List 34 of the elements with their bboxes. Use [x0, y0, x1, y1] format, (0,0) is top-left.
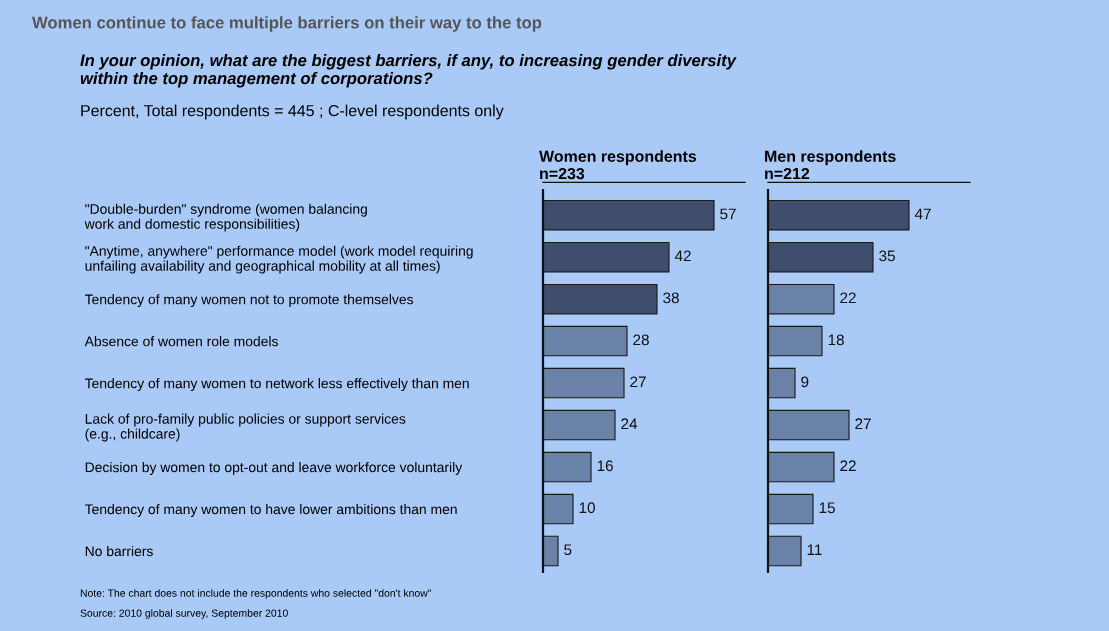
y-tick-label: "Double-burden" syndrome (women balancing work and domestic responsibilities) — [84, 203, 367, 232]
y-tick-label: Tendency of many women not to promote themselves — [84, 294, 414, 308]
text: In your opinion, what are the biggest barriers, if any, to increasing gender diversity within the top management of corporations? — [80, 54, 737, 88]
data-label: 57 — [720, 208, 736, 220]
data-label: 18 — [828, 334, 844, 346]
data-label: 9 — [801, 376, 809, 388]
data-label: 28 — [633, 334, 649, 346]
data-label: 22 — [840, 460, 856, 472]
y-tick-label: Tendency of many women to have lower ambitions than men — [84, 504, 457, 517]
x-axis-title: Women respondents n=233 — [539, 150, 697, 180]
data-label: 11 — [807, 544, 822, 555]
source-note: Source: 2010 global survey, September 2010 — [80, 609, 288, 619]
y-tick-label: No barriers — [85, 545, 153, 557]
text: Percent, Total respondents = 445 ; C-level respondents only — [81, 104, 504, 120]
data-label: 15 — [819, 502, 835, 514]
text: Note: The chart does not include the respondents who selected "don't know" — [80, 589, 431, 599]
y-tick-label: "Anytime, anywhere" performance model (work model requiring unfailing availability and geographical mobility at all times) — [85, 245, 473, 274]
y-tick-label: Tendency of many women to network less effectively than men — [84, 378, 469, 392]
data-label: 27 — [630, 376, 646, 388]
y-tick-label: Decision by women to opt-out and leave workforce voluntarily — [85, 462, 463, 475]
data-label: 27 — [855, 418, 871, 430]
x-axis-title: Men respondents n=212 — [765, 150, 896, 180]
y-tick-label: Lack of pro-family public policies or support services (e.g., childcare) — [85, 413, 406, 442]
data-label: 35 — [879, 250, 895, 262]
data-label: 42 — [674, 250, 691, 262]
data-label: 47 — [914, 208, 931, 220]
data-label: 16 — [597, 460, 613, 472]
y-tick-label: Absence of women role models — [84, 336, 278, 347]
data-label: 5 — [564, 544, 572, 556]
data-label: 24 — [621, 418, 638, 430]
data-label: 10 — [579, 502, 595, 514]
data-label: 22 — [840, 292, 856, 304]
text: Women continue to face multiple barriers on their way to the top — [32, 16, 542, 32]
data-label: 38 — [663, 292, 679, 304]
